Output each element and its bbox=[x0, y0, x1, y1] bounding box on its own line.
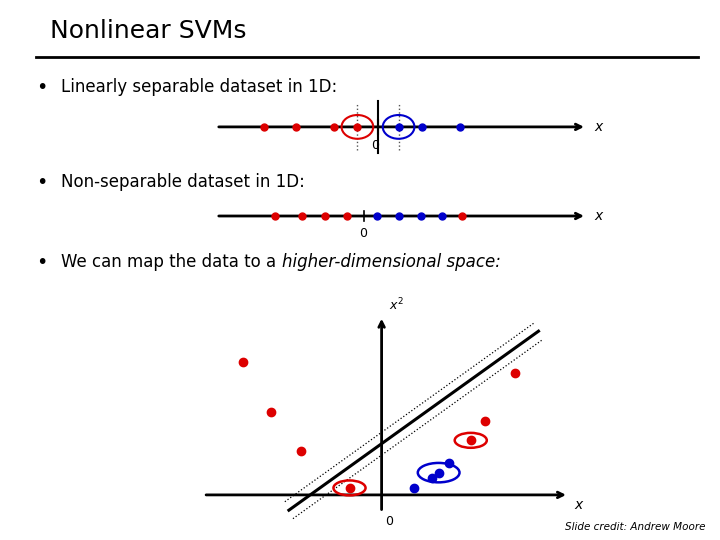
Text: x: x bbox=[594, 209, 602, 223]
Text: Non-separable dataset in 1D:: Non-separable dataset in 1D: bbox=[61, 173, 305, 191]
Text: Slide credit: Andrew Moore: Slide credit: Andrew Moore bbox=[565, 522, 706, 532]
Text: x: x bbox=[574, 498, 582, 512]
Text: •: • bbox=[36, 78, 48, 97]
Text: •: • bbox=[36, 253, 48, 272]
Text: $x^2$: $x^2$ bbox=[389, 297, 404, 314]
Text: Linearly separable dataset in 1D:: Linearly separable dataset in 1D: bbox=[61, 78, 338, 96]
Text: Nonlinear SVMs: Nonlinear SVMs bbox=[50, 19, 247, 43]
Text: 0: 0 bbox=[371, 139, 379, 152]
Text: 0: 0 bbox=[384, 515, 392, 528]
Text: x: x bbox=[594, 120, 602, 134]
Text: We can map the data to a: We can map the data to a bbox=[61, 253, 282, 271]
Text: •: • bbox=[36, 173, 48, 192]
Text: 0: 0 bbox=[359, 227, 368, 240]
Text: higher-dimensional space:: higher-dimensional space: bbox=[282, 253, 500, 271]
